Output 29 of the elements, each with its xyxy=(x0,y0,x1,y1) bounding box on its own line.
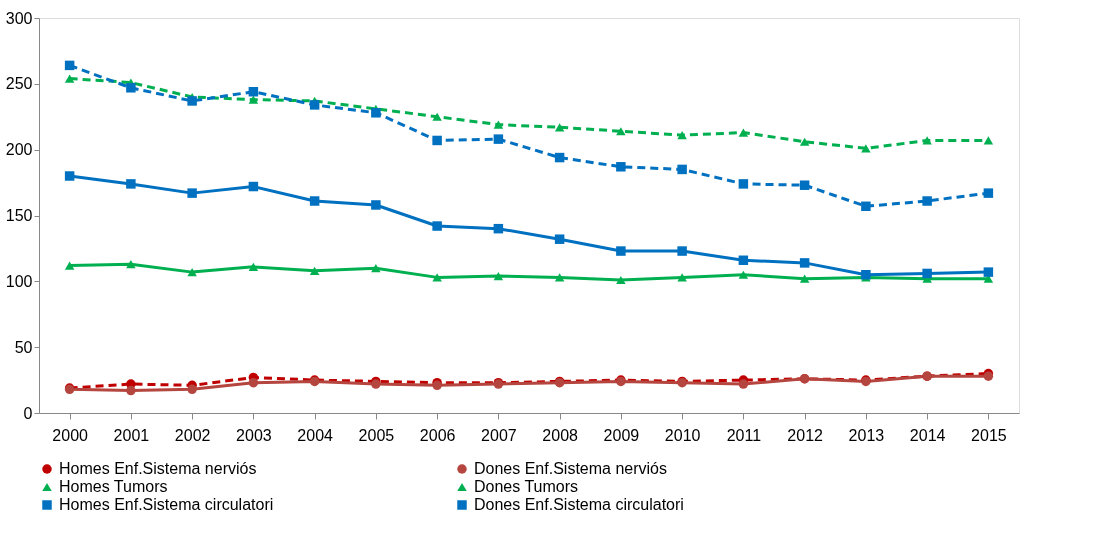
legend-label: Dones Enf.Sistema nerviós xyxy=(474,460,667,477)
x-tick-label: 2003 xyxy=(236,426,272,444)
x-tick-label: 2008 xyxy=(542,426,579,444)
y-tick-label: 150 xyxy=(5,207,33,224)
x-tick-label: 2015 xyxy=(971,426,1007,444)
y-tick-label: 50 xyxy=(14,338,33,356)
x-tick-label: 2007 xyxy=(481,426,517,444)
legend-label: Homes Enf.Sistema circulatori xyxy=(59,496,274,513)
x-tick-label: 2001 xyxy=(113,426,150,444)
legend-label: Homes Enf.Sistema nerviós xyxy=(59,460,257,477)
legend-label: Homes Tumors xyxy=(59,478,168,495)
x-tick-label: 2002 xyxy=(174,426,211,444)
x-tick-label: 2009 xyxy=(603,426,640,444)
x-tick-label: 2004 xyxy=(297,426,334,444)
y-tick-label: 100 xyxy=(5,272,33,290)
x-tick-label: 2005 xyxy=(358,426,395,444)
legend-label: Dones Enf.Sistema circulatori xyxy=(474,496,684,513)
y-tick-label: 0 xyxy=(23,404,33,422)
legend-label: Dones Tumors xyxy=(474,478,579,495)
y-tick-label: 200 xyxy=(5,141,33,159)
x-tick-label: 2000 xyxy=(52,426,89,444)
x-tick-label: 2013 xyxy=(848,426,885,444)
y-tick-label: 250 xyxy=(5,75,33,93)
x-tick-label: 2011 xyxy=(726,426,762,444)
y-tick-label: 300 xyxy=(5,9,33,27)
x-tick-label: 2012 xyxy=(787,426,824,444)
x-tick-label: 2010 xyxy=(664,426,701,444)
x-tick-label: 2006 xyxy=(419,426,456,444)
x-tick-label: 2014 xyxy=(909,426,946,444)
